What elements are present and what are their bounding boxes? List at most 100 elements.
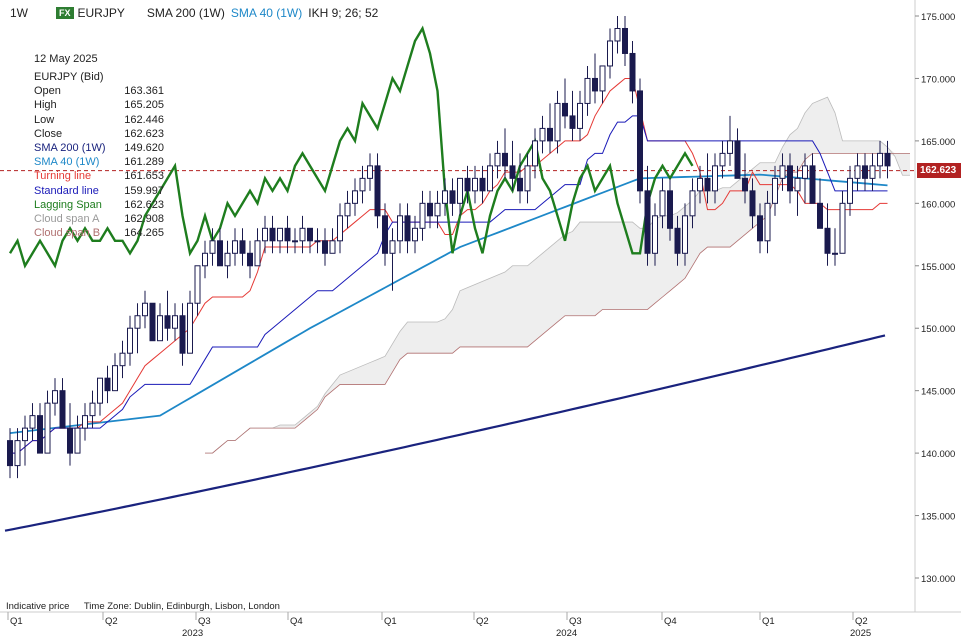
legend-row: High 165.205 (34, 98, 164, 112)
candle-body-up (232, 240, 238, 254)
candle (869, 153, 876, 191)
candle-body-down (569, 115, 576, 129)
candle-body-down (502, 152, 508, 167)
candle-body-up (299, 227, 306, 242)
candle-body-up (584, 77, 591, 104)
candle (7, 428, 13, 479)
candle (532, 128, 538, 179)
candle-body-down (374, 165, 381, 217)
candle-body-up (224, 252, 231, 267)
candle (374, 153, 381, 229)
candle-body-up (764, 202, 771, 242)
candle-body-down (404, 215, 411, 242)
candle-body-up (532, 140, 538, 167)
candle-body-up (202, 252, 208, 267)
candle-body-down (787, 165, 793, 192)
candle-body-down (637, 90, 643, 192)
candle (824, 203, 831, 266)
legend-label: High (34, 99, 57, 112)
chart-grid (0, 0, 961, 613)
candle-body-up (97, 377, 103, 404)
candle (352, 178, 358, 216)
candle-body-down (37, 415, 43, 454)
candle-body-down (479, 177, 486, 192)
candle (322, 228, 328, 266)
candle (877, 140, 883, 179)
legend-label: Cloud span A (34, 212, 100, 225)
candle (254, 228, 261, 267)
candle (239, 228, 246, 266)
candle-body-up (832, 252, 838, 255)
legend-row: Open 163.361 (34, 84, 164, 98)
x-year-label: 2023 (182, 628, 203, 639)
candle (277, 227, 283, 254)
candle (262, 215, 268, 254)
candle-body-down (284, 227, 291, 242)
x-tick-label: Q4 (664, 616, 677, 627)
candle-body-up (614, 27, 621, 42)
legend-value: 163.361 (124, 85, 164, 98)
candle (704, 153, 711, 204)
indicator-sma40-label[interactable]: SMA 40 (1W) (230, 6, 303, 20)
candle (682, 203, 688, 266)
x-tick-label: Q4 (290, 616, 303, 627)
timeframe-label[interactable]: 1W (10, 6, 28, 20)
candle (547, 103, 553, 154)
candle (397, 203, 403, 254)
candle (419, 190, 426, 241)
candle-body-up (329, 240, 336, 254)
candle-body-down (884, 152, 891, 167)
candle-body-down (742, 177, 748, 192)
candle-body-down (382, 215, 388, 254)
candle (464, 165, 471, 204)
candle (67, 403, 73, 466)
candle-body-up (187, 302, 193, 354)
y-axis: 130.000 135.000 140.000 145.000 150.000 155.0… (915, 12, 955, 585)
candle-body-down (562, 102, 568, 117)
lagging-span-line (8, 25, 694, 269)
candle (209, 228, 216, 266)
candle-body-down (667, 190, 673, 229)
legend-label: Open (34, 85, 61, 98)
cloud-fill (205, 97, 910, 454)
candle-body-up (727, 140, 733, 154)
candle (194, 265, 201, 316)
x-tick-label: Q1 (762, 616, 775, 627)
candle-body-up (337, 215, 343, 242)
candle-body-up (494, 152, 501, 167)
candle (577, 90, 583, 141)
candle (472, 165, 478, 204)
legend-date: 12 May 2025 (34, 53, 98, 65)
indicator-sma200-label[interactable]: SMA 200 (1W) (146, 6, 225, 20)
candle (592, 53, 598, 104)
candle-body-up (419, 202, 426, 229)
candle-body-up (389, 240, 396, 254)
candle-body-down (247, 252, 253, 267)
x-tick-label: Q2 (855, 616, 868, 627)
legend-value: 159.997 (124, 184, 164, 197)
candle-body-down (179, 315, 186, 354)
candle (14, 428, 21, 479)
symbol-label[interactable]: EURJPY (77, 6, 125, 20)
candle (644, 165, 651, 266)
candle (119, 340, 126, 379)
candle (359, 165, 366, 204)
current-price-label: 162.623 (917, 163, 961, 178)
candle-body-down (269, 227, 276, 242)
candle (847, 165, 853, 216)
candle-body-down (674, 227, 681, 254)
chart-header: 1W FX EURJPY SMA 200 (1W) SMA 40 (1W) IK… (0, 0, 915, 26)
indicator-ikh-label[interactable]: IKH 9; 26; 52 (308, 6, 379, 20)
candle-body-down (59, 390, 66, 429)
y-tick-label: 155.000 (921, 262, 955, 273)
candle (862, 153, 868, 191)
candle-body-up (577, 102, 583, 129)
candle (172, 303, 178, 341)
candle-body-up (262, 227, 268, 242)
candle (299, 215, 306, 254)
y-tick-label: 135.000 (921, 512, 955, 523)
candle (569, 90, 576, 141)
candle-body-down (307, 227, 313, 242)
y-tick-label: 170.000 (921, 74, 955, 85)
